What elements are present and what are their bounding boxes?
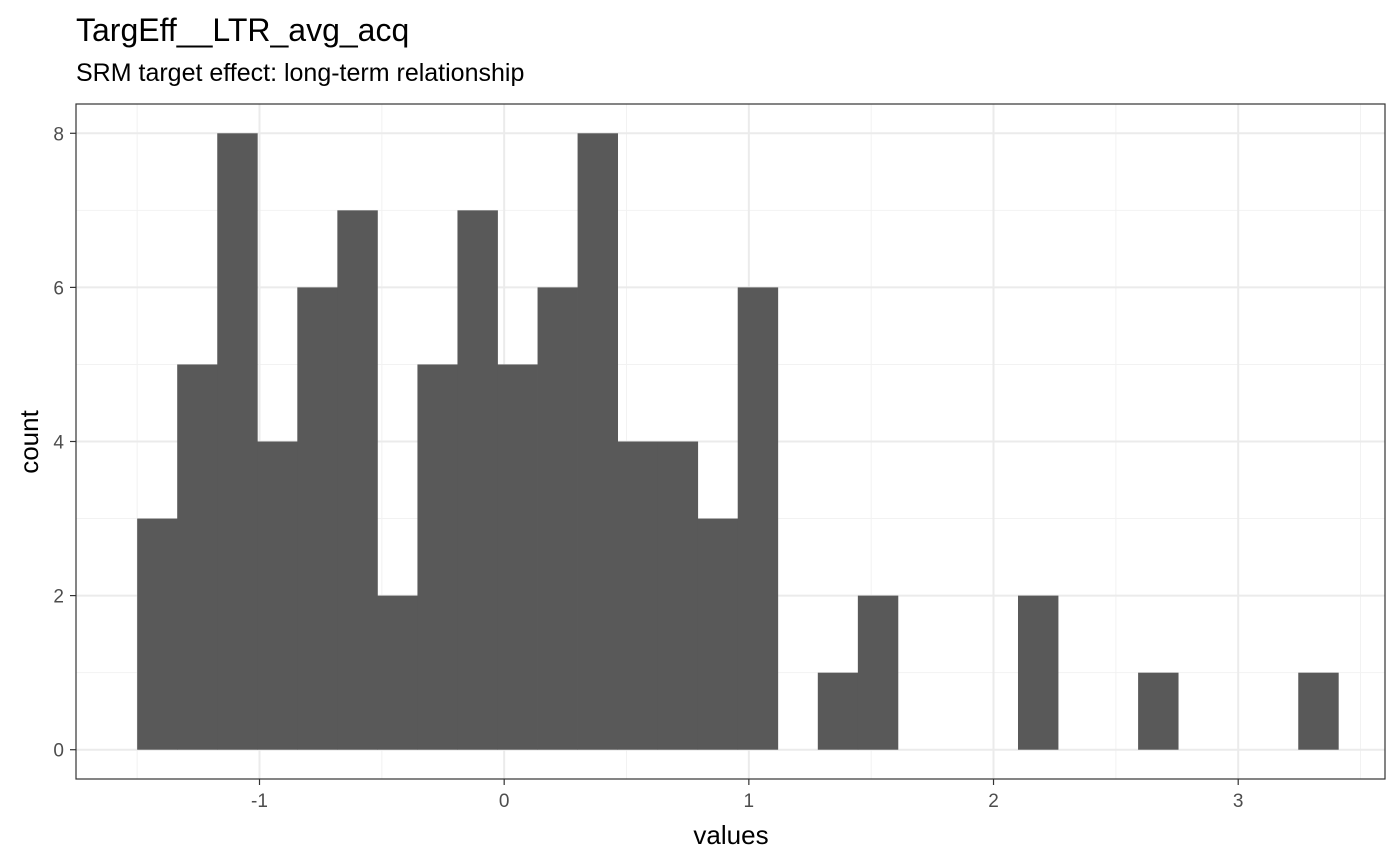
chart-title: TargEff__LTR_avg_acq bbox=[76, 12, 409, 48]
histogram-bar bbox=[177, 364, 218, 750]
y-tick-label: 2 bbox=[53, 587, 64, 608]
x-tick-label: 0 bbox=[499, 791, 510, 812]
histogram-bar bbox=[857, 595, 899, 750]
y-tick-label: 6 bbox=[53, 278, 64, 299]
y-tick-label: 4 bbox=[53, 433, 64, 454]
histogram-bars bbox=[137, 133, 1339, 750]
x-axis-ticks: -1 0 1 2 3 bbox=[251, 779, 1243, 812]
histogram-bar bbox=[657, 441, 699, 750]
histogram-bar bbox=[1138, 672, 1179, 750]
y-tick-label: 8 bbox=[53, 124, 64, 145]
y-axis-title: count bbox=[14, 409, 44, 473]
histogram-bar bbox=[697, 518, 739, 750]
x-tick-label: 2 bbox=[988, 791, 999, 812]
histogram-bar bbox=[1017, 595, 1059, 750]
x-tick-label: 3 bbox=[1233, 791, 1244, 812]
histogram-bar bbox=[217, 133, 258, 750]
histogram-bar bbox=[417, 364, 458, 750]
histogram-bar bbox=[537, 287, 578, 750]
x-tick-label: 1 bbox=[744, 791, 755, 812]
histogram-bar bbox=[457, 210, 498, 750]
histogram-bar bbox=[377, 595, 418, 750]
histogram-bar bbox=[297, 287, 338, 750]
x-tick-label: -1 bbox=[251, 791, 268, 812]
x-axis-title: values bbox=[693, 820, 768, 850]
y-axis-ticks: 0 2 4 6 8 bbox=[53, 124, 76, 762]
histogram-bar bbox=[817, 672, 859, 750]
histogram-bar bbox=[577, 133, 619, 750]
histogram-bar bbox=[497, 364, 538, 750]
chart-subtitle: SRM target effect: long-term relationshi… bbox=[76, 59, 524, 87]
histogram-bar bbox=[737, 287, 779, 750]
histogram-bar bbox=[1298, 672, 1339, 750]
y-tick-label: 0 bbox=[53, 741, 64, 762]
histogram-bar bbox=[257, 441, 298, 750]
histogram-bar bbox=[137, 518, 178, 750]
histogram-bar bbox=[337, 210, 378, 750]
histogram-bar bbox=[617, 441, 659, 750]
